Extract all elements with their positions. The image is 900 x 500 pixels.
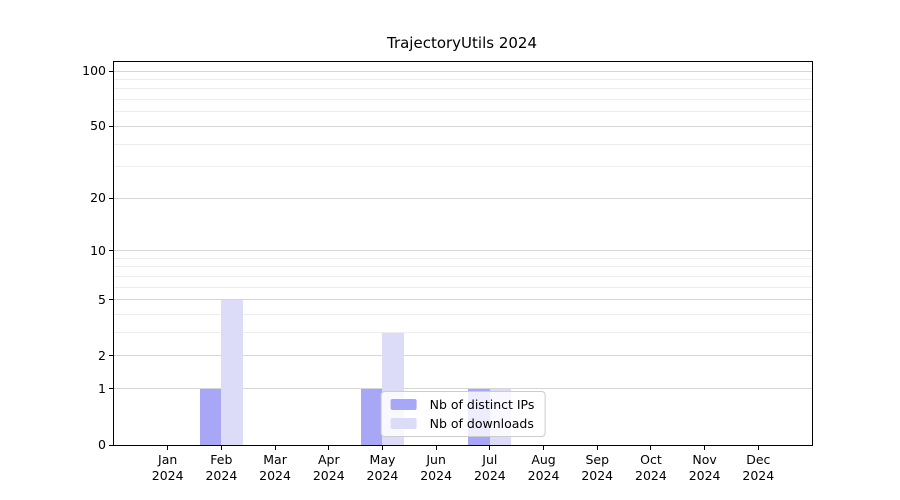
gridline-major xyxy=(114,126,812,127)
x-tick-mark xyxy=(650,445,651,450)
x-tick-label: Dec 2024 xyxy=(742,452,775,483)
gridline-minor xyxy=(114,276,812,277)
gridline-major xyxy=(114,355,812,356)
x-tick-label: May 2024 xyxy=(366,452,399,483)
x-tick-mark xyxy=(489,445,490,450)
gridline-minor xyxy=(114,287,812,288)
x-tick-mark xyxy=(328,445,329,450)
x-tick-label: Oct 2024 xyxy=(635,452,667,483)
gridline-minor xyxy=(114,266,812,267)
bar-distinct-ips-feb xyxy=(199,388,222,445)
gridline-major xyxy=(114,71,812,72)
x-tick-mark xyxy=(597,445,598,450)
x-tick-label: Jul 2024 xyxy=(473,452,506,483)
legend-label-downloads: Nb of downloads xyxy=(429,416,534,431)
legend-item-distinct-ips: Nb of distinct IPs xyxy=(390,397,535,412)
x-tick-label: Mar 2024 xyxy=(259,452,291,483)
y-tick-label: 50 xyxy=(90,118,106,134)
bar-downloads-feb xyxy=(221,299,243,445)
x-tick-mark xyxy=(436,445,437,450)
x-tick-mark xyxy=(382,445,383,450)
y-tick-label: 1 xyxy=(98,380,106,396)
gridline-minor xyxy=(114,314,812,315)
gridline-minor xyxy=(114,79,812,80)
legend-label-distinct-ips: Nb of distinct IPs xyxy=(429,397,535,412)
gridline-minor xyxy=(114,258,812,259)
x-tick-label: Apr 2024 xyxy=(312,452,345,483)
x-tick-label: Sep 2024 xyxy=(581,452,614,483)
gridline-major xyxy=(114,250,812,251)
y-tick-mark xyxy=(109,445,114,446)
gridline-major xyxy=(114,198,812,199)
y-tick-mark xyxy=(109,299,114,300)
y-tick-label: 2 xyxy=(98,347,106,363)
y-tick-label: 0 xyxy=(98,437,106,452)
gridline-major xyxy=(114,299,812,300)
legend-swatch-downloads xyxy=(390,418,417,429)
x-tick-mark xyxy=(275,445,276,450)
bar-distinct-ips-may xyxy=(360,388,383,445)
gridline-minor xyxy=(114,144,812,145)
chart-title: TrajectoryUtils 2024 xyxy=(386,34,537,52)
gridline-minor xyxy=(114,111,812,112)
gridline-minor xyxy=(114,166,812,167)
y-tick-mark xyxy=(109,198,114,199)
x-tick-mark xyxy=(221,445,222,450)
y-tick-mark xyxy=(109,388,114,389)
gridline-minor xyxy=(114,332,812,333)
x-tick-label: Aug 2024 xyxy=(527,452,560,483)
legend-item-downloads: Nb of downloads xyxy=(390,416,535,431)
x-tick-label: Jan 2024 xyxy=(151,452,184,483)
x-tick-mark xyxy=(543,445,544,450)
x-tick-mark xyxy=(704,445,705,450)
plot-area: Dec 2024 Nov 2024 Oct 2024 Sep 2024 Aug 2024 Jul 20… xyxy=(82,61,813,483)
y-tick-mark xyxy=(109,126,114,127)
gridline-minor xyxy=(114,88,812,89)
x-tick-mark xyxy=(167,445,168,450)
x-tick-mark xyxy=(758,445,759,450)
x-tick-label: Jun 2024 xyxy=(420,452,453,483)
y-tick-mark xyxy=(109,250,114,251)
legend-swatch-distinct-ips xyxy=(390,399,417,410)
y-tick-label: 20 xyxy=(90,190,106,206)
y-tick-label: 5 xyxy=(98,291,106,307)
x-tick-label: Feb 2024 xyxy=(205,452,238,483)
y-tick-mark xyxy=(109,355,114,356)
gridline-minor xyxy=(114,99,812,100)
x-tick-label: Nov 2024 xyxy=(688,452,721,483)
y-tick-mark xyxy=(109,71,114,72)
y-tick-label: 100 xyxy=(82,63,106,78)
gridline-major xyxy=(114,388,812,389)
legend: Nb of distinct IPs Nb of downloads xyxy=(380,391,546,437)
y-tick-label: 10 xyxy=(90,242,106,258)
